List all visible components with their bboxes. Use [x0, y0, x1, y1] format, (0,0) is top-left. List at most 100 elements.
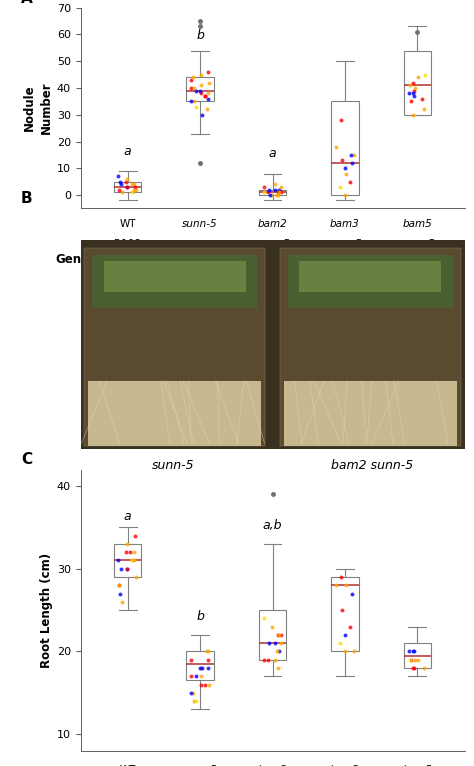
Point — [132, 571, 140, 583]
Point — [118, 596, 126, 608]
Point — [272, 653, 279, 666]
Point — [196, 662, 204, 674]
Point — [260, 612, 268, 624]
Point — [260, 653, 268, 666]
Point — [198, 662, 206, 674]
Point — [421, 68, 429, 80]
Point — [405, 87, 413, 100]
Point — [188, 670, 195, 683]
Point — [192, 100, 200, 113]
Point — [128, 186, 136, 198]
Bar — [404, 643, 431, 668]
Point — [405, 645, 413, 657]
Point — [341, 645, 349, 657]
Point — [337, 114, 345, 126]
Point — [273, 189, 281, 201]
Point — [414, 71, 422, 83]
Point — [348, 157, 356, 169]
Point — [131, 555, 138, 567]
Point — [418, 93, 425, 105]
Point — [342, 579, 349, 591]
Point — [274, 186, 282, 198]
Point — [406, 79, 414, 91]
Point — [192, 670, 200, 683]
Point — [205, 77, 212, 89]
Bar — [331, 577, 359, 651]
Point — [190, 695, 197, 707]
Point — [115, 579, 122, 591]
Text: A: A — [21, 0, 33, 5]
Point — [336, 637, 344, 650]
Point — [131, 181, 139, 193]
Point — [115, 184, 122, 196]
Point — [128, 555, 136, 567]
Point — [115, 555, 122, 567]
Point — [204, 93, 211, 105]
Point — [123, 181, 131, 193]
Point — [275, 645, 283, 657]
Point — [122, 175, 130, 188]
Point — [131, 184, 138, 196]
Bar — [259, 190, 286, 195]
Point — [274, 629, 282, 641]
Point — [204, 87, 212, 100]
Point — [410, 77, 417, 89]
Point — [266, 189, 274, 201]
Text: Genotype: Genotype — [55, 253, 119, 266]
Point — [205, 679, 212, 691]
Point — [410, 90, 418, 102]
Bar — [186, 77, 214, 101]
Point — [273, 645, 281, 657]
Point — [190, 82, 198, 94]
Point — [341, 189, 349, 201]
Point — [411, 82, 419, 94]
Point — [275, 184, 283, 196]
Point — [115, 170, 122, 182]
Text: bam2: bam2 — [258, 218, 287, 228]
Text: bam2 sunn-5: bam2 sunn-5 — [331, 459, 413, 472]
Point — [130, 178, 138, 191]
Point — [420, 662, 428, 674]
Point — [347, 149, 355, 161]
Point — [128, 178, 136, 191]
Point — [410, 662, 418, 674]
Text: C: C — [21, 452, 32, 466]
Text: a: a — [124, 510, 131, 523]
Point — [268, 189, 275, 201]
Point — [128, 555, 136, 567]
Text: a: a — [269, 147, 276, 160]
Point — [132, 184, 140, 196]
Point — [409, 645, 417, 657]
Point — [124, 181, 131, 193]
Bar — [114, 182, 141, 192]
Text: sunn-5: sunn-5 — [255, 238, 291, 249]
Point — [197, 87, 204, 100]
Point — [198, 109, 206, 121]
Point — [350, 645, 357, 657]
Text: sunn-5: sunn-5 — [151, 459, 194, 472]
Point — [274, 189, 282, 201]
Point — [117, 175, 124, 188]
Text: R108: R108 — [114, 238, 141, 249]
Point — [406, 653, 414, 666]
Point — [205, 653, 212, 666]
Point — [187, 653, 195, 666]
Point — [203, 103, 210, 116]
Point — [272, 178, 279, 191]
Point — [190, 95, 197, 107]
Point — [271, 184, 278, 196]
Point — [336, 181, 344, 193]
Point — [338, 154, 346, 166]
Text: a,b: a,b — [263, 519, 283, 532]
Point — [192, 84, 200, 97]
Text: bam5: bam5 — [402, 764, 432, 766]
Point — [205, 66, 212, 78]
Point — [117, 588, 124, 600]
Point — [192, 695, 200, 707]
Point — [260, 181, 268, 193]
Text: b: b — [196, 29, 204, 42]
Bar — [186, 651, 214, 680]
Point — [278, 186, 285, 198]
Point — [275, 629, 283, 641]
Point — [346, 175, 354, 188]
